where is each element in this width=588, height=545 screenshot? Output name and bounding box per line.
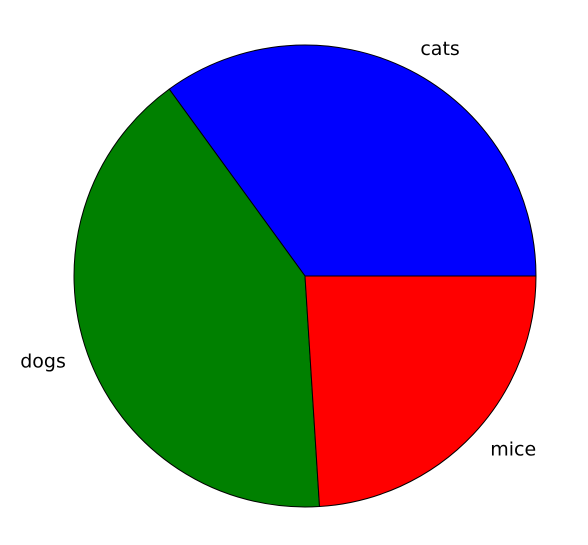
pie-label-cats: cats — [420, 38, 459, 60]
pie-slice-cats — [168, 44, 537, 277]
pie-label-dogs: dogs — [20, 351, 66, 373]
pie-label-mice: mice — [490, 438, 536, 460]
pie-slices — [73, 44, 537, 508]
pie-labels: cats dogs mice — [20, 38, 536, 460]
pie-slice-dogs — [73, 88, 320, 508]
pie-slice-mice — [304, 275, 537, 508]
